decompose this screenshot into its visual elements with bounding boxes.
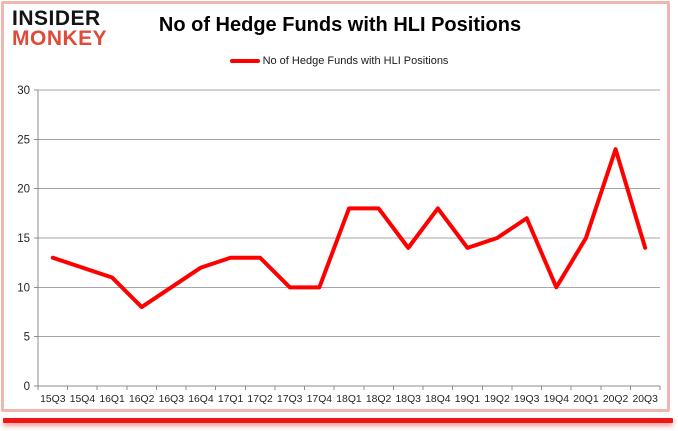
bottom-accent-bar bbox=[3, 418, 673, 423]
x-tick-label: 16Q4 bbox=[188, 394, 214, 405]
x-tick-label: 20Q3 bbox=[632, 394, 658, 405]
y-tick-label: 30 bbox=[17, 85, 30, 97]
x-tick-label: 18Q3 bbox=[396, 394, 422, 405]
logo-text-monkey: MONKEY bbox=[12, 26, 108, 50]
y-tick-label: 0 bbox=[24, 381, 30, 393]
x-tick-label: 19Q2 bbox=[484, 394, 510, 405]
series-line bbox=[50, 147, 648, 310]
x-tick-label: 16Q1 bbox=[99, 394, 125, 405]
y-tick-label: 5 bbox=[24, 332, 30, 344]
x-tick-label: 20Q2 bbox=[603, 394, 629, 405]
x-tick-label: 19Q1 bbox=[455, 394, 481, 405]
x-tick-label: 16Q2 bbox=[129, 394, 155, 405]
card-frame bbox=[1, 1, 670, 412]
logo-text-insider: INSIDER bbox=[12, 7, 101, 30]
x-tick-label: 19Q3 bbox=[514, 394, 540, 405]
insider-monkey-logo: INSIDER MONKEY bbox=[12, 7, 108, 50]
y-tick-label: 10 bbox=[17, 282, 30, 294]
x-tick-label: 15Q4 bbox=[70, 394, 96, 405]
legend: No of Hedge Funds with HLI Positions bbox=[0, 54, 678, 68]
legend-line-swatch bbox=[229, 59, 260, 63]
x-tick-label: 15Q3 bbox=[40, 394, 66, 405]
x-tick-label: 18Q2 bbox=[366, 394, 392, 405]
x-tick-label: 17Q3 bbox=[277, 394, 303, 405]
x-tick-label: 16Q3 bbox=[159, 394, 185, 405]
x-tick-label: 18Q4 bbox=[425, 394, 451, 405]
x-tick-label: 17Q1 bbox=[218, 394, 244, 405]
y-tick-label: 15 bbox=[17, 233, 30, 245]
y-tick-label: 20 bbox=[17, 184, 30, 196]
x-tick-label: 19Q4 bbox=[544, 394, 570, 405]
x-tick-label: 20Q1 bbox=[573, 394, 599, 405]
x-tick-label: 18Q1 bbox=[336, 394, 362, 405]
legend-label: No of Hedge Funds with HLI Positions bbox=[262, 55, 449, 67]
x-tick-label: 17Q4 bbox=[307, 394, 333, 405]
chart-title: No of Hedge Funds with HLI Positions bbox=[158, 14, 522, 36]
y-tick-label: 25 bbox=[17, 134, 30, 146]
x-tick-label: 17Q2 bbox=[247, 394, 273, 405]
